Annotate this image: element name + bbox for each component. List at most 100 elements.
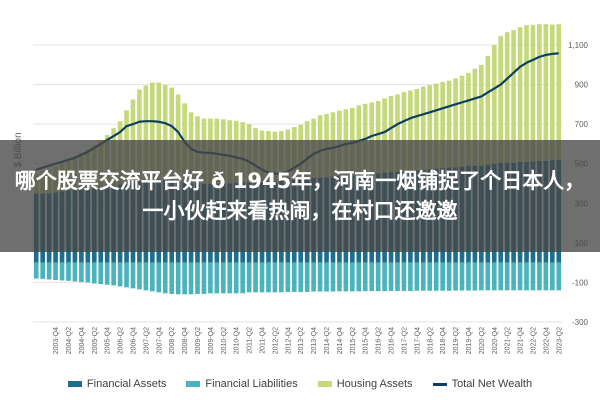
financial-liabilities-bar: [317, 262, 323, 292]
x-tick-label: 2010-Q4: [234, 327, 241, 354]
financial-liabilities-bar: [485, 262, 491, 291]
x-tick-label: 2008-Q2: [169, 327, 176, 354]
housing-assets-bar: [414, 88, 420, 171]
legend-label: Financial Liabilities: [205, 378, 298, 390]
financial-liabilities-bar: [79, 262, 84, 283]
legend-housing-assets: Housing Assets: [317, 378, 413, 390]
financial-liabilities-bar: [362, 262, 368, 292]
y-tick-label: -100: [572, 278, 589, 287]
financial-liabilities-bar: [304, 262, 310, 292]
financial-liabilities-bar: [227, 262, 233, 294]
x-tick-label: 2016-Q4: [389, 327, 396, 354]
financial-liabilities-bar: [337, 262, 342, 292]
financial-liabilities-bar: [195, 262, 200, 294]
x-tick-label: 2009-Q2: [195, 327, 202, 354]
housing-assets-bar: [466, 73, 471, 167]
legend-financial-liabilities: Financial Liabilities: [186, 378, 298, 390]
financial-liabilities-bar: [214, 262, 220, 294]
financial-liabilities-bar: [272, 262, 278, 293]
financial-liabilities-bar: [233, 262, 239, 294]
housing-assets-bar: [453, 78, 458, 168]
housing-assets-bar: [137, 89, 142, 182]
financial-liabilities-bar: [498, 262, 504, 291]
financial-liabilities-bar: [169, 262, 175, 294]
financial-liabilities-bar: [33, 262, 39, 279]
x-tick-label: 2021-Q4: [518, 327, 525, 354]
housing-assets-bar: [530, 24, 536, 162]
housing-assets-swatch: [317, 381, 332, 387]
article-title[interactable]: 哪个股票交流平台好 ð 1945年，河南一烟铺捉了个日本人，一小伙赶来看热闹，在…: [14, 169, 586, 223]
y-tick-label: 700: [575, 120, 589, 129]
financial-liabilities-bar: [511, 262, 516, 291]
financial-liabilities-bar: [201, 262, 207, 294]
x-axis-ticks: 2003-Q4 2004-Q2 2004-Q4 2005-Q2 2005-Q4 2006-…: [53, 327, 563, 354]
housing-assets-bar: [491, 45, 497, 164]
financial-liabilities-bar: [291, 262, 297, 292]
x-tick-label: 2020-Q4: [492, 327, 499, 354]
x-tick-label: 2022-Q4: [543, 327, 550, 354]
financial-liabilities-bar: [369, 262, 375, 292]
legend-label: Financial Assets: [86, 378, 167, 390]
financial-liabilities-bar: [66, 262, 71, 281]
housing-assets-bar: [556, 24, 562, 160]
financial-liabilities-bar: [111, 262, 116, 286]
financial-liabilities-bar: [504, 262, 510, 291]
financial-liabilities-bar: [285, 262, 291, 292]
housing-assets-bar: [162, 84, 168, 180]
financial-liabilities-bar: [414, 262, 420, 291]
financial-liabilities-bar: [427, 262, 433, 291]
financial-liabilities-bar: [208, 262, 213, 294]
financial-liabilities-bar: [324, 262, 329, 292]
financial-liabilities-bar: [130, 262, 136, 289]
financial-liabilities-bar: [104, 262, 110, 285]
financial-liabilities-bar: [182, 262, 187, 295]
x-tick-label: 2006-Q2: [118, 327, 125, 354]
financial-liabilities-bar: [220, 262, 226, 294]
financial-liabilities-bar: [246, 262, 252, 293]
housing-assets-bar: [433, 83, 439, 169]
financial-liabilities-bar: [356, 262, 362, 292]
financial-liabilities-bar: [479, 262, 484, 291]
financial-liabilities-bar: [543, 262, 549, 291]
housing-assets-bar: [485, 55, 491, 165]
financial-liabilities-bar: [259, 262, 265, 293]
x-tick-label: 2019-Q2: [453, 327, 460, 354]
x-tick-label: 2008-Q4: [182, 327, 189, 354]
financial-liabilities-bar: [240, 262, 245, 294]
x-tick-label: 2013-Q4: [311, 327, 318, 354]
financial-liabilities-bar: [530, 262, 536, 291]
financial-liabilities-bar: [453, 262, 458, 291]
financial-liabilities-bar: [446, 262, 452, 291]
x-tick-label: 2017-Q4: [414, 327, 421, 354]
legend-total-net-wealth: Total Net Wealth: [432, 378, 532, 390]
financial-liabilities-bar: [279, 262, 284, 293]
housing-assets-bar: [543, 24, 549, 161]
x-tick-label: 2006-Q4: [130, 327, 137, 354]
x-tick-label: 2022-Q2: [530, 327, 537, 354]
y-tick-label: 900: [575, 81, 589, 90]
chart-legend: Financial Assets Financial Liabilities H…: [0, 374, 600, 394]
financial-liabilities-bar: [175, 262, 181, 295]
housing-assets-bar: [388, 95, 394, 173]
housing-assets-bar: [427, 85, 433, 170]
financial-liabilities-bar: [53, 262, 58, 281]
x-tick-label: 2014-Q4: [337, 327, 344, 354]
housing-assets-bar: [382, 98, 387, 173]
article-title-overlay[interactable]: 哪个股票交流平台好 ð 1945年，河南一烟铺捉了个日本人，一小伙赶来看热闹，在…: [0, 140, 600, 252]
financial-liabilities-bar: [491, 262, 497, 291]
housing-assets-bar: [401, 92, 407, 172]
housing-assets-bar: [375, 100, 381, 174]
housing-assets-bar: [420, 86, 426, 170]
financial-liabilities-bar: [156, 262, 162, 293]
financial-liabilities-bar: [72, 262, 78, 282]
financial-liabilities-bar: [524, 262, 529, 291]
x-tick-label: 2009-Q4: [208, 327, 215, 354]
x-tick-label: 2005-Q2: [92, 327, 99, 354]
financial-liabilities-bar: [117, 262, 123, 287]
y-tick-label: -300: [572, 318, 589, 327]
housing-assets-bar: [537, 24, 542, 161]
x-tick-label: 2005-Q4: [105, 327, 112, 354]
financial-liabilities-bar: [466, 262, 471, 291]
housing-assets-bar: [524, 25, 529, 162]
housing-assets-bar: [175, 94, 181, 182]
